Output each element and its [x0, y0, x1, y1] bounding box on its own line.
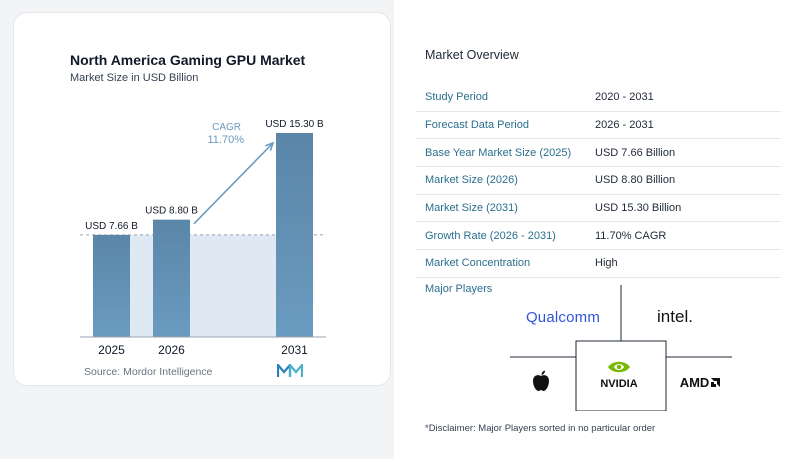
overview-row: Market Size (2031) USD 15.30 Billion [416, 195, 781, 223]
row-value: USD 15.30 Billion [595, 202, 682, 215]
x-tick-label-2031: 2031 [281, 343, 308, 357]
overview-row: Base Year Market Size (2025) USD 7.66 Bil… [416, 139, 781, 168]
row-value: High [595, 257, 618, 270]
row-value: USD 8.80 Billion [595, 174, 676, 187]
row-label: Market Size (2026) [425, 174, 518, 187]
row-value: USD 7.66 Billion [595, 146, 676, 159]
overview-title: Market Overview [425, 48, 519, 62]
cagr-arrow [193, 142, 274, 225]
cagr-arrow-head [265, 141, 275, 151]
row-label: Market Size (2031) [425, 202, 518, 215]
overview-row: Study Period 2020 - 2031 [416, 84, 781, 112]
nvidia-logo: NVIDIA [582, 352, 656, 396]
apple-icon [533, 370, 549, 391]
chart-source: Source: Mordor Intelligence [84, 366, 213, 378]
row-label: Study Period [425, 91, 488, 104]
players-grid [510, 285, 732, 411]
row-label: Market Concentration [425, 257, 531, 270]
overview-row: Forecast Data Period 2026 - 2031 [416, 112, 781, 140]
overview-table: Study Period 2020 - 2031 Forecast Data Pe… [416, 84, 781, 278]
x-tick-label-2025: 2025 [98, 343, 125, 357]
row-value: 2026 - 2031 [595, 119, 654, 132]
chart-subtitle: Market Size in USD Billion [70, 72, 199, 84]
row-label: Base Year Market Size (2025) [425, 146, 572, 159]
x-tick-label-2026: 2026 [158, 343, 185, 357]
cagr-label: CAGR [212, 122, 241, 133]
overview-panel [394, 0, 800, 459]
value-label-2026: USD 8.80 B [145, 206, 198, 217]
row-value: 11.70% CAGR [595, 229, 667, 242]
overview-row: Market Size (2026) USD 8.80 Billion [416, 167, 781, 195]
value-label-2025: USD 7.66 B [85, 221, 138, 232]
bar-2026 [153, 219, 190, 337]
chart-title: North America Gaming GPU Market [70, 52, 306, 68]
apple-logo [525, 366, 557, 396]
row-value: 2020 - 2031 [595, 91, 654, 104]
disclaimer: *Disclaimer: Major Players sorted in no … [425, 423, 656, 434]
intel-logo: intel. [657, 307, 693, 326]
major-players-label: Major Players [425, 283, 493, 295]
mordor-logo-icon [277, 364, 303, 377]
bar-2025 [93, 234, 130, 337]
amd-logo: AMD [670, 372, 730, 392]
qualcomm-logo: Qualcomm [525, 308, 601, 326]
overview-row: Market Concentration High [416, 250, 781, 278]
nvidia-eye-icon [608, 361, 630, 373]
cagr-value: 11.70% [208, 134, 245, 146]
value-label-2031: USD 15.30 B [265, 119, 324, 130]
row-label: Forecast Data Period [425, 119, 529, 132]
bar-2031 [276, 133, 313, 337]
overview-row: Growth Rate (2026 - 2031) 11.70% CAGR [416, 222, 781, 251]
amd-arrow-icon [711, 377, 721, 387]
row-label: Growth Rate (2026 - 2031) [425, 229, 556, 242]
